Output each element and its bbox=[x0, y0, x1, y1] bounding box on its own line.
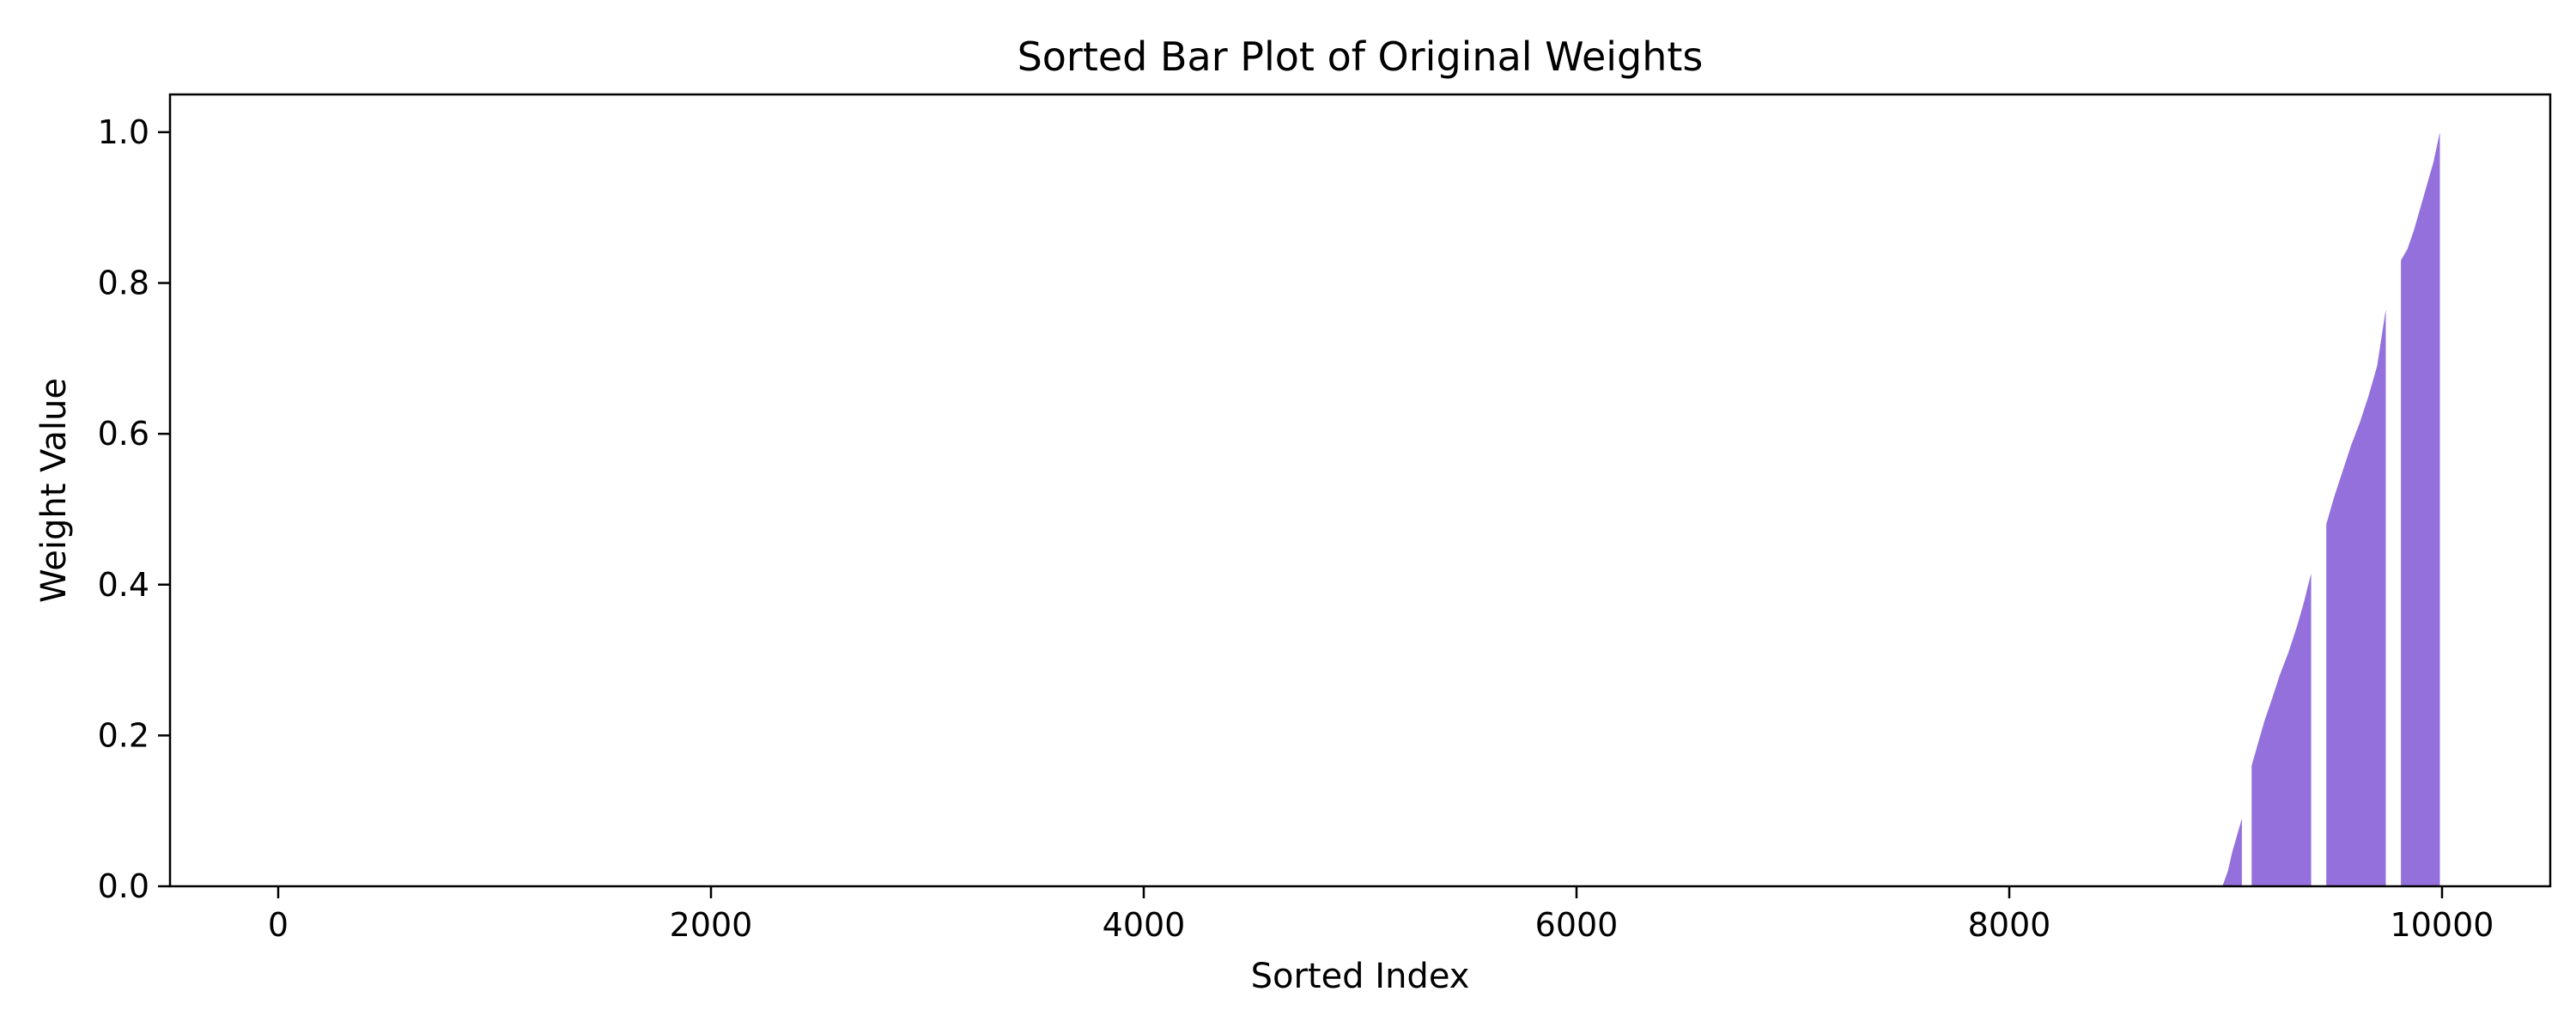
x-tick-label: 8000 bbox=[1968, 906, 2051, 944]
x-tick-label: 0 bbox=[268, 906, 289, 944]
y-tick-label: 0.2 bbox=[98, 716, 149, 754]
bars-layer bbox=[2222, 131, 2440, 886]
x-axis-ticks: 0 2000 4000 6000 8000 10000 bbox=[268, 886, 2494, 944]
bar-group-4 bbox=[2401, 131, 2440, 886]
bar-group-2 bbox=[2251, 573, 2312, 886]
x-tick-label: 2000 bbox=[670, 906, 753, 944]
bar-group-1 bbox=[2222, 818, 2242, 886]
x-tick-label: 6000 bbox=[1535, 906, 1619, 944]
y-tick-label: 1.0 bbox=[98, 113, 149, 151]
x-tick-label: 10000 bbox=[2391, 906, 2494, 944]
plot-frame bbox=[168, 93, 2552, 888]
x-axis-label: Sorted Index bbox=[1251, 957, 1470, 996]
bar-group-3 bbox=[2326, 309, 2386, 886]
y-tick-label: 0.0 bbox=[98, 867, 149, 905]
y-axis-label: Weight Value bbox=[34, 378, 74, 603]
y-tick-label: 0.8 bbox=[98, 265, 149, 302]
y-tick-label: 0.4 bbox=[98, 566, 149, 604]
x-tick-label: 4000 bbox=[1103, 906, 1186, 944]
y-axis-ticks: 0.0 0.2 0.4 0.6 0.8 1.0 bbox=[98, 113, 170, 905]
y-tick-label: 0.6 bbox=[98, 415, 149, 453]
chart-title: Sorted Bar Plot of Original Weights bbox=[1018, 33, 1704, 80]
